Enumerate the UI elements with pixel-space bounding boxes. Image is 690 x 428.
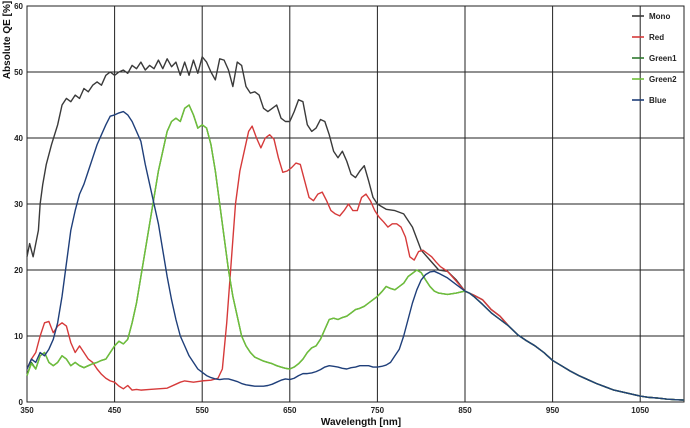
legend-label-green1: Green1 bbox=[649, 54, 677, 63]
legend-label-blue: Blue bbox=[649, 96, 667, 105]
x-tick-label: 850 bbox=[458, 406, 472, 415]
series-layer bbox=[26, 56, 685, 401]
x-tick-label: 550 bbox=[196, 406, 210, 415]
plot-frame bbox=[26, 5, 685, 403]
x-tick-label: 1050 bbox=[631, 406, 649, 415]
plot-area bbox=[26, 5, 685, 403]
y-axis-title: Absolute QE [%] bbox=[2, 1, 13, 79]
y-tick-label: 10 bbox=[14, 332, 23, 341]
y-tick-label: 50 bbox=[14, 68, 23, 77]
series-line-blue bbox=[26, 110, 685, 401]
x-axis-ticks: 350 450 550 650 750 850 950 1050 bbox=[20, 406, 649, 415]
grid bbox=[26, 5, 684, 403]
x-tick-label: 650 bbox=[283, 406, 297, 415]
legend-label-green2: Green2 bbox=[649, 75, 677, 84]
y-axis-ticks: 0 10 20 30 40 50 60 bbox=[14, 2, 23, 407]
x-tick-label: 350 bbox=[20, 406, 34, 415]
x-tick-label: 450 bbox=[108, 406, 122, 415]
y-tick-label: 30 bbox=[14, 200, 23, 209]
y-tick-label: 20 bbox=[14, 266, 23, 275]
legend-label-mono: Mono bbox=[649, 12, 670, 21]
y-tick-label: 40 bbox=[14, 134, 23, 143]
y-tick-label: 0 bbox=[19, 398, 24, 407]
legend-label-red: Red bbox=[649, 33, 664, 42]
y-tick-label: 60 bbox=[14, 2, 23, 11]
legend: Mono Red Green1 Green2 Blue bbox=[632, 12, 677, 105]
x-axis-title: Wavelength [nm] bbox=[321, 417, 401, 428]
x-tick-label: 950 bbox=[546, 406, 560, 415]
x-tick-label: 750 bbox=[371, 406, 385, 415]
